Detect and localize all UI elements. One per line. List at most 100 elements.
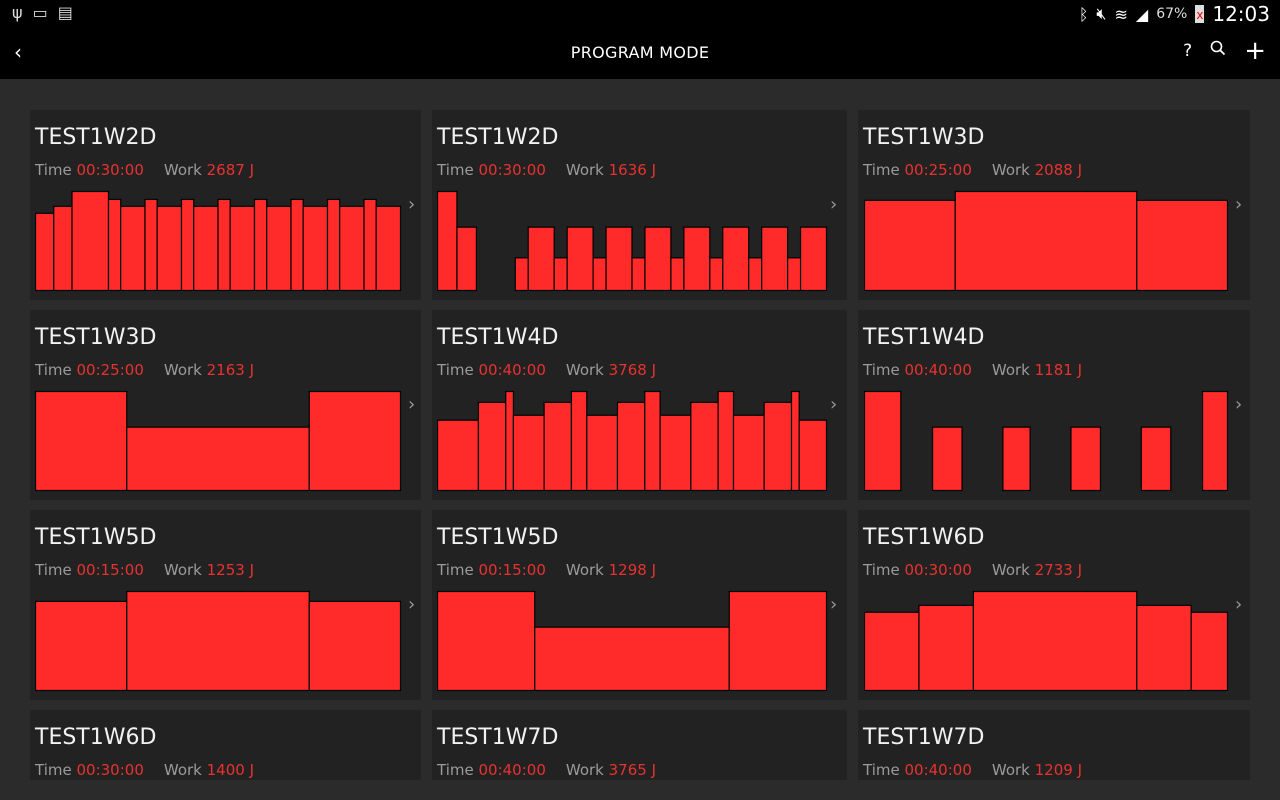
program-meta: Time 00:30:00 Work 1400 J (35, 761, 254, 779)
profile-bar (253, 198, 268, 292)
program-name: TEST1W7D (437, 725, 559, 750)
profile-bar (659, 414, 692, 492)
profile-bar (302, 205, 329, 292)
profile-bar (35, 600, 128, 692)
chevron-right-icon[interactable]: › (408, 194, 416, 215)
profile-bar (339, 205, 365, 292)
cast-icon: ▭ (32, 3, 48, 22)
profile-bar (266, 205, 292, 292)
program-meta: Time 00:25:00 Work 2088 J (863, 161, 1082, 179)
profile-bar (748, 257, 763, 292)
power-profile-chart (864, 590, 1229, 692)
profile-bar (308, 600, 402, 692)
profile-bar (570, 390, 588, 492)
program-name: TEST1W4D (863, 325, 985, 350)
profile-bar (326, 198, 341, 292)
add-button[interactable]: + (1244, 35, 1266, 66)
profile-bar (1070, 426, 1102, 492)
power-profile-chart (437, 190, 828, 292)
program-meta: Time 00:40:00 Work 1181 J (863, 361, 1082, 379)
search-icon[interactable] (1210, 40, 1226, 61)
time-value: 00:30:00 (904, 561, 972, 579)
program-card[interactable]: TEST1W2D Time 00:30:00 Work 1636 J › (432, 110, 847, 300)
profile-bar (616, 401, 646, 492)
program-card[interactable]: TEST1W7D Time 00:40:00 Work 3765 J (432, 710, 847, 780)
chevron-right-icon[interactable]: › (1235, 394, 1243, 415)
chevron-right-icon[interactable]: › (830, 394, 838, 415)
program-card[interactable]: TEST1W4D Time 00:40:00 Work 3768 J › (432, 310, 847, 500)
profile-bar (180, 198, 195, 292)
program-meta: Time 00:25:00 Work 2163 J (35, 361, 254, 379)
profile-bar (363, 198, 377, 292)
profile-bar (972, 590, 1138, 692)
work-label: Work (565, 361, 604, 379)
time-label: Time (437, 761, 474, 779)
profile-bar (732, 414, 765, 492)
work-value: 1253 J (206, 561, 255, 579)
program-meta: Time 00:30:00 Work 2733 J (863, 561, 1082, 579)
clock: 12:03 (1212, 2, 1270, 26)
profile-bar (763, 401, 793, 492)
profile-bar (456, 226, 478, 292)
profile-bar (308, 390, 402, 492)
profile-bar (120, 205, 146, 292)
time-label: Time (437, 161, 474, 179)
program-card[interactable]: TEST1W3D Time 00:25:00 Work 2088 J › (858, 110, 1250, 300)
profile-bar (864, 199, 956, 292)
profile-bar (1002, 426, 1031, 492)
profile-bar (722, 226, 750, 292)
profile-bar (709, 257, 724, 292)
profile-bar (790, 390, 800, 492)
program-meta: Time 00:30:00 Work 2687 J (35, 161, 254, 179)
profile-bar (690, 401, 719, 492)
profile-bar (534, 626, 730, 692)
program-card[interactable]: TEST1W7D Time 00:40:00 Work 1209 J (858, 710, 1250, 780)
toolbar: ‹ PROGRAM MODE ? + (0, 28, 1280, 79)
profile-bar (787, 257, 802, 292)
profile-bar (586, 414, 619, 492)
time-value: 00:30:00 (478, 161, 546, 179)
time-value: 00:40:00 (904, 761, 972, 779)
program-meta: Time 00:40:00 Work 3765 J (437, 761, 656, 779)
profile-bar (644, 226, 672, 292)
time-value: 00:25:00 (76, 361, 144, 379)
profile-bar (931, 426, 963, 492)
program-name: TEST1W2D (35, 125, 157, 150)
time-value: 00:30:00 (76, 761, 144, 779)
work-label: Work (991, 561, 1030, 579)
chevron-right-icon[interactable]: › (830, 594, 838, 615)
profile-bar (156, 205, 183, 292)
program-card[interactable]: TEST1W3D Time 00:25:00 Work 2163 J › (30, 310, 421, 500)
profile-bar (798, 419, 828, 492)
chevron-right-icon[interactable]: › (830, 194, 838, 215)
time-value: 00:40:00 (478, 761, 546, 779)
chevron-right-icon[interactable]: › (408, 394, 416, 415)
chevron-left-icon[interactable]: ‹ (14, 40, 22, 64)
chevron-right-icon[interactable]: › (1235, 194, 1243, 215)
program-meta: Time 00:40:00 Work 1209 J (863, 761, 1082, 779)
profile-bar (514, 257, 529, 292)
program-card[interactable]: TEST1W5D Time 00:15:00 Work 1253 J › (30, 510, 421, 700)
work-value: 1636 J (608, 161, 657, 179)
profile-bar (375, 205, 402, 292)
profile-bar (605, 226, 633, 292)
program-card[interactable]: TEST1W6D Time 00:30:00 Work 1400 J (30, 710, 421, 780)
help-button[interactable]: ? (1183, 40, 1193, 61)
program-card[interactable]: TEST1W6D Time 00:30:00 Work 2733 J › (858, 510, 1250, 700)
chevron-right-icon[interactable]: › (1235, 594, 1243, 615)
time-value: 00:40:00 (904, 361, 972, 379)
work-value: 1298 J (608, 561, 657, 579)
profile-bar (193, 205, 219, 292)
profile-bar (799, 226, 828, 292)
work-label: Work (163, 561, 202, 579)
profile-bar (644, 390, 661, 492)
program-name: TEST1W3D (863, 125, 985, 150)
program-card[interactable]: TEST1W4D Time 00:40:00 Work 1181 J › (858, 310, 1250, 500)
profile-bar (290, 198, 304, 292)
program-name: TEST1W5D (437, 525, 559, 550)
program-card[interactable]: TEST1W5D Time 00:15:00 Work 1298 J › (432, 510, 847, 700)
profile-bar (477, 401, 507, 492)
program-meta: Time 00:30:00 Work 1636 J (437, 161, 656, 179)
chevron-right-icon[interactable]: › (408, 594, 416, 615)
program-card[interactable]: TEST1W2D Time 00:30:00 Work 2687 J › (30, 110, 421, 300)
